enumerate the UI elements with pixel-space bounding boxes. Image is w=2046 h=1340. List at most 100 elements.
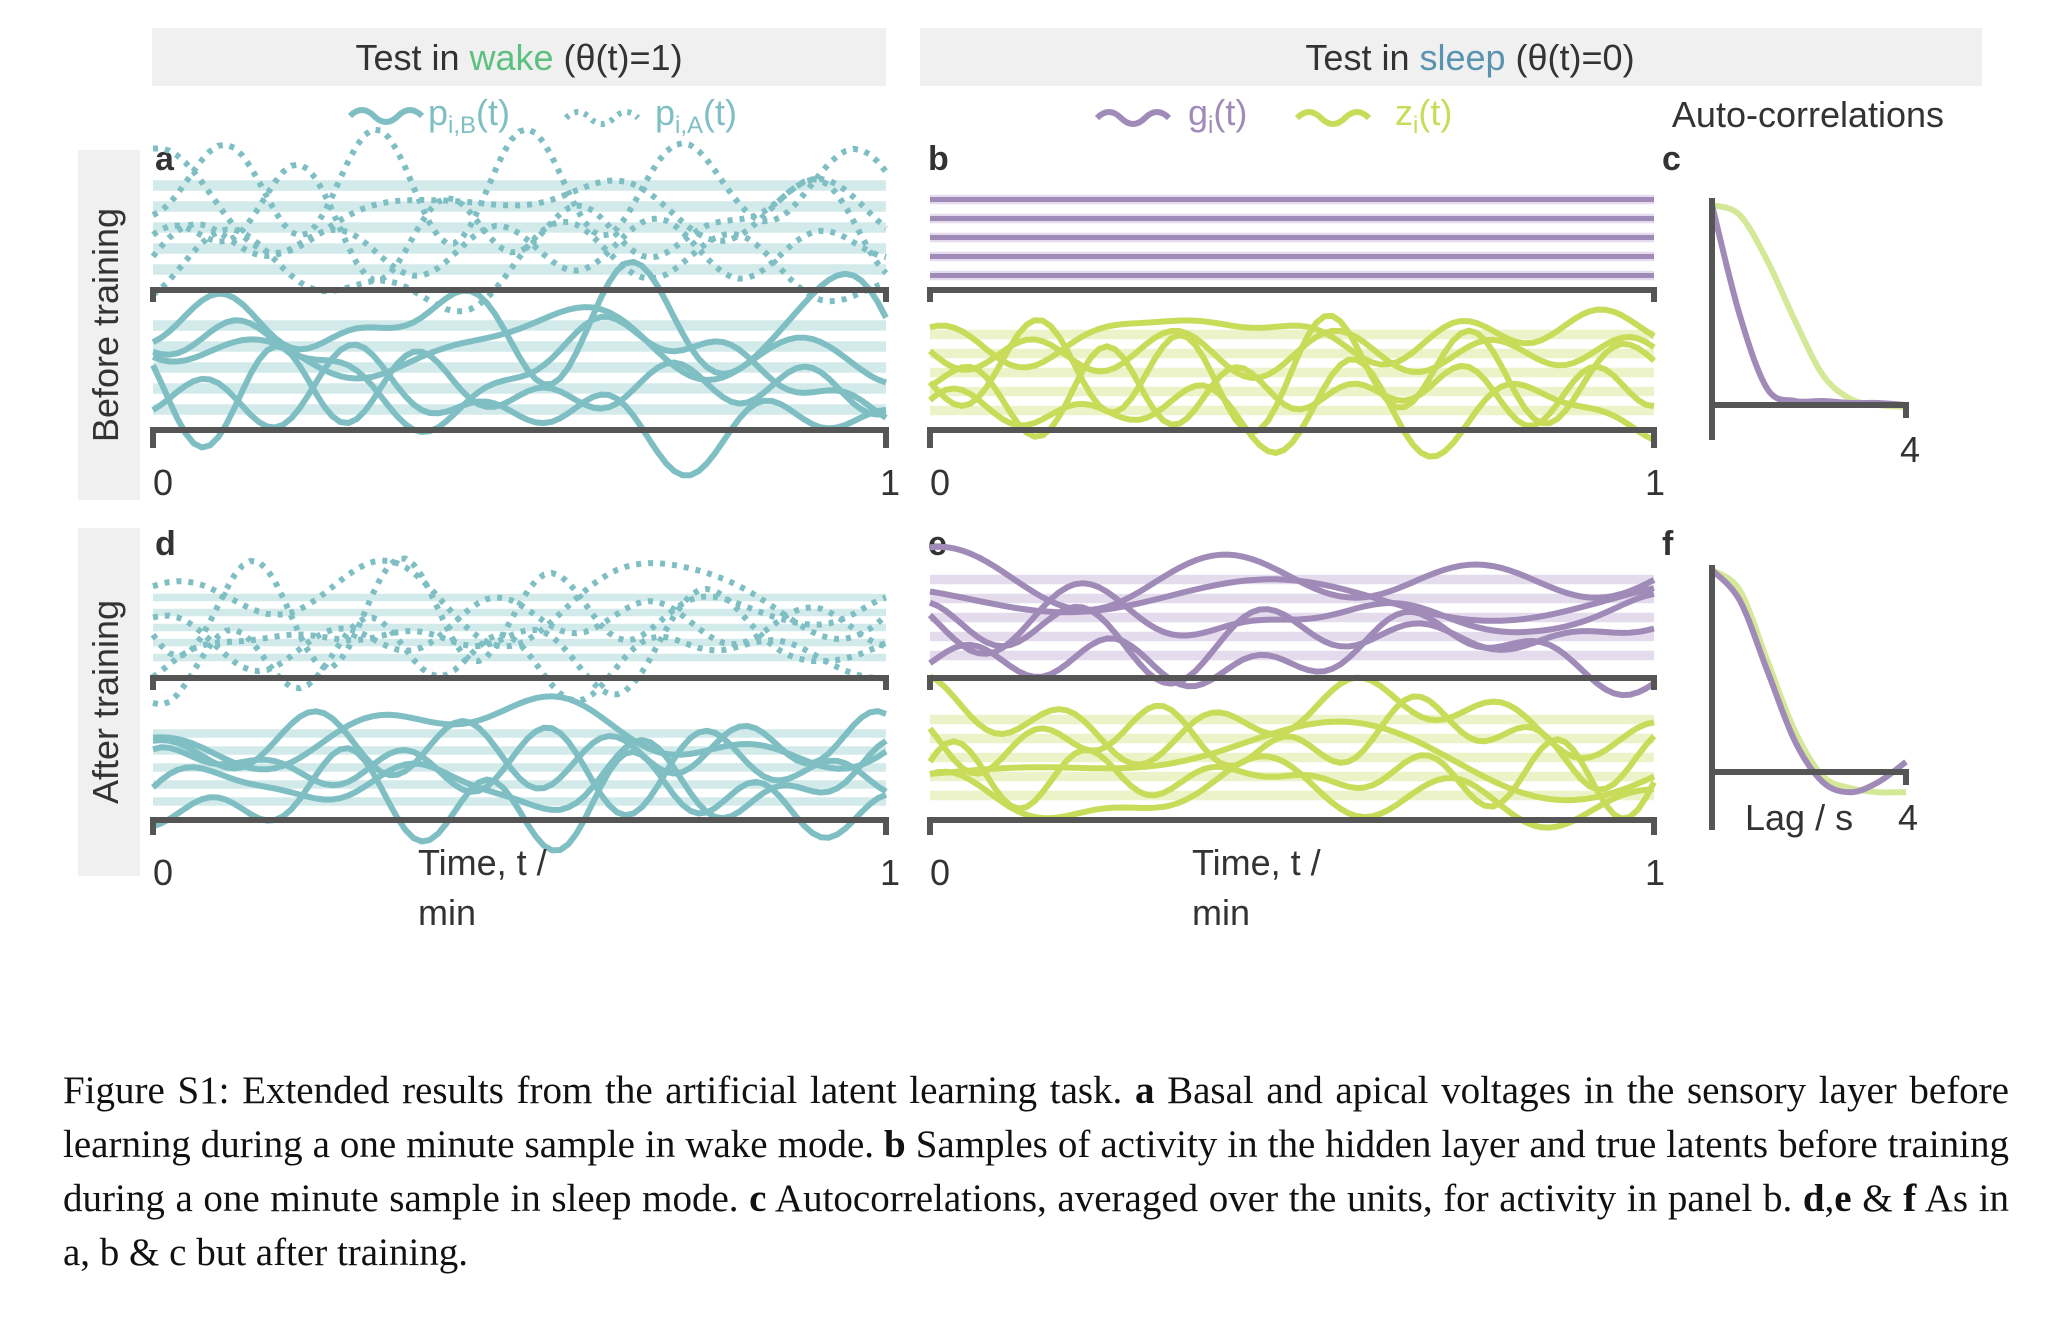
after-training-label: After training [85, 600, 126, 804]
panel-d-basal-band-3 [153, 780, 886, 789]
panel-f-hidden-curve [1709, 567, 1908, 796]
panel-e-latent-band-4 [930, 790, 1654, 801]
caption-key-c: c [749, 1177, 767, 1220]
sleep-header-bg [920, 28, 1982, 86]
panel-d-basal-band-0 [153, 729, 886, 738]
time-label-e-line2: min [1192, 892, 1250, 933]
sleep-header: Test in sleep (θ(t)=0) [1305, 37, 1634, 78]
tick-e-0: 0 [930, 852, 950, 893]
time-label-e-line1: Time, t / [1192, 842, 1321, 883]
time-label-d-line1: Time, t / [418, 842, 547, 883]
caption-key-e: e [1834, 1177, 1852, 1220]
tick-b-1: 1 [1645, 462, 1665, 503]
axis-e-bottom [927, 817, 1657, 835]
panel-a-apical-trace-2 [151, 161, 889, 283]
panel-a-basal-band-1 [153, 341, 886, 352]
caption-key-d: d [1802, 1177, 1825, 1220]
caption-sep-1: , [1824, 1177, 1835, 1220]
axis-b-top [927, 287, 1657, 302]
panel-d-apical-band-4 [153, 653, 886, 662]
panel-d-apical-band-2 [153, 623, 886, 632]
wake-header-bg [152, 28, 886, 86]
axis-d-bottom [150, 817, 889, 835]
tick-f-4: 4 [1898, 797, 1918, 838]
caption-text-a: Basal and apical voltages in the sensory… [63, 1069, 2009, 1166]
axis-d-top [150, 675, 889, 690]
panel-a-apical-trace-0 [151, 126, 889, 247]
panel-c-latent-curve [1710, 202, 1907, 410]
panel-a-apical-trace-4 [151, 218, 887, 315]
wake-header: Test in wake (θ(t)=1) [355, 37, 682, 78]
after-label-bg [78, 528, 140, 876]
panel-a-basal-trace-3 [150, 343, 887, 451]
panel-e-hidden-band-3 [930, 631, 1654, 642]
svg-text:pi,A(t): pi,A(t) [655, 92, 737, 139]
figure: Test in wake (θ(t)=1) Test in sleep (θ(t… [78, 28, 1982, 933]
panel-d-basal-trace-3 [151, 737, 888, 822]
panel-a-apical-band-2 [153, 222, 886, 233]
autocorr-title: Auto-correlations [1672, 94, 1944, 135]
panel-f-latent-curve [1710, 567, 1907, 796]
caption-intro: Extended results from the artificial lat… [229, 1069, 1135, 1112]
panel-d-basal-trace-2 [152, 724, 888, 819]
axis-e-top [927, 675, 1657, 690]
axis-a-top [150, 287, 889, 302]
panel-e-latent-trace-3 [927, 736, 1657, 822]
axis-b-bottom [927, 427, 1657, 448]
caption-key-f: f [1903, 1177, 1917, 1220]
tick-e-1: 1 [1645, 852, 1665, 893]
before-training-label: Before training [85, 208, 126, 442]
panel-letter-b: b [928, 140, 949, 178]
caption-key-b: b [884, 1123, 906, 1166]
lag-label: Lag / s [1745, 797, 1853, 838]
axis-c [1709, 198, 1909, 440]
axis-a-bottom [150, 427, 889, 448]
svg-text:pi,B(t): pi,B(t) [428, 92, 510, 139]
panel-d-apical-band-1 [153, 608, 886, 617]
axes [150, 198, 1909, 835]
panel-a-basal-band-0 [153, 320, 886, 331]
plot-traces [150, 126, 1908, 854]
tick-a-0: 0 [153, 462, 173, 503]
panel-d-basal-trace-1 [152, 708, 887, 792]
tick-a-1: 1 [880, 462, 900, 503]
panel-a-apical-band-4 [153, 264, 886, 275]
tick-d-0: 0 [153, 852, 173, 893]
panel-d-apical-band-0 [153, 593, 886, 602]
caption-key-a: a [1134, 1069, 1155, 1112]
axis-f [1709, 565, 1909, 830]
panel-e-hidden-band-4 [930, 650, 1654, 661]
panel-d-basal-band-2 [153, 763, 886, 772]
panel-e-latent-band-2 [930, 752, 1654, 763]
panel-b-latent-trace-0 [929, 306, 1656, 371]
panel-e-latent-trace-2 [929, 718, 1656, 804]
panel-e-hidden-trace-4 [928, 608, 1656, 699]
panel-b-latent-trace-1 [928, 327, 1656, 381]
caption-label: Figure S1: [63, 1069, 230, 1112]
time-label-d-line2: min [418, 892, 476, 933]
figure-caption: Figure S1: Extended results from the art… [63, 1064, 2009, 1280]
panel-e-hidden-band-1 [930, 593, 1654, 604]
panel-a-basal-trace-2 [152, 313, 888, 435]
panel-a-apical-trace-3 [150, 215, 887, 282]
panel-d-apical-trace-0 [152, 557, 888, 650]
panel-d-basal-trace-0 [152, 693, 888, 773]
legend-apical: pi,A(t) [563, 92, 737, 139]
tick-c-4: 4 [1900, 429, 1920, 470]
panel-b-latent-band-3 [930, 386, 1654, 397]
legend-basal: pi,B(t) [347, 92, 510, 139]
panel-a-basal-band-3 [153, 383, 886, 394]
panel-a-apical-trace-1 [152, 145, 889, 256]
caption-text-b: Samples of activity in the hidden layer … [63, 1123, 2009, 1220]
caption-sep-2: & [1851, 1177, 1904, 1220]
panel-letter-c: c [1662, 140, 1681, 178]
panel-e-latent-trace-1 [927, 693, 1657, 793]
svg-text:zi(t): zi(t) [1395, 92, 1452, 139]
panel-letter-a: a [155, 140, 175, 178]
caption-text-c: Autocorrelations, averaged over the unit… [766, 1177, 1803, 1220]
panel-a-apical-band-0 [153, 180, 886, 191]
before-label-bg [78, 150, 140, 500]
panel-letter-f: f [1662, 525, 1674, 563]
panel-b-latent-trace-4 [928, 356, 1656, 460]
caption-text-def: As in a, b & c but after training. [63, 1177, 2009, 1274]
